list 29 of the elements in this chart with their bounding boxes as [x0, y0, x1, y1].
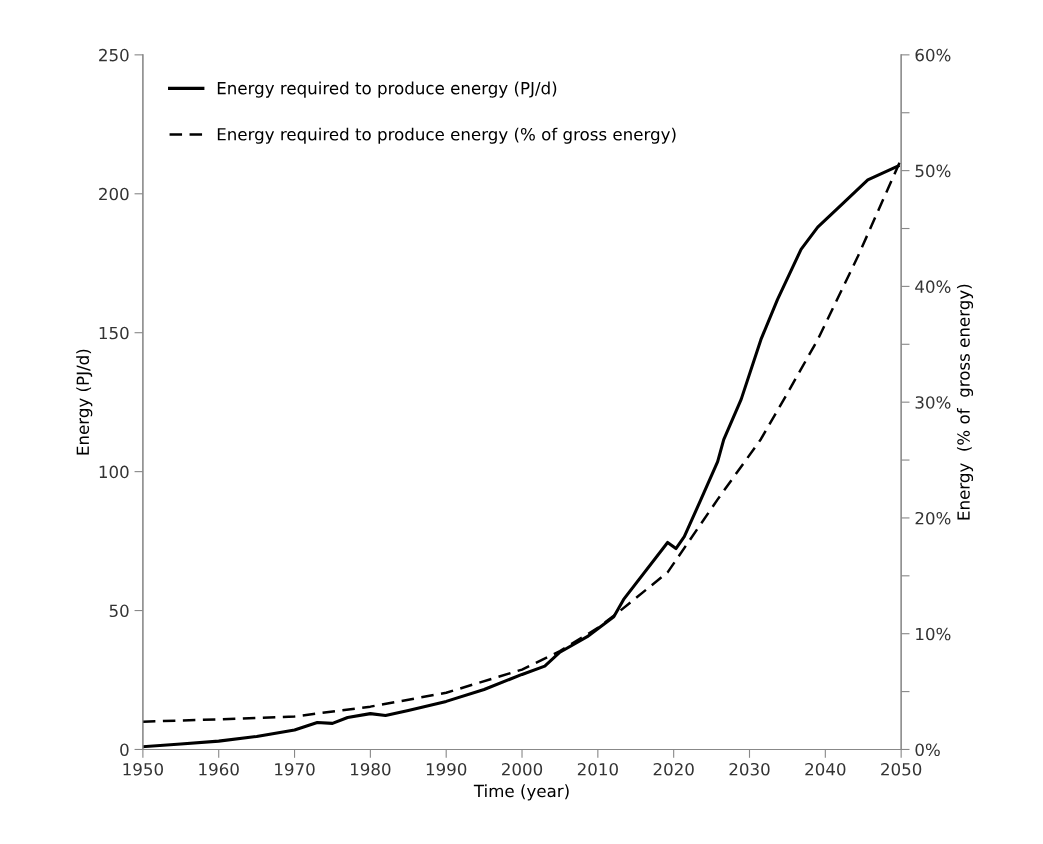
legend-label: Energy required to produce energy (% of gross energy): [217, 127, 676, 144]
y2-tick-label: 10%: [916, 627, 951, 641]
y-tick-label: 0: [120, 743, 129, 757]
x-tick-label: 2030: [729, 762, 770, 776]
y2-tick-label: 20%: [915, 511, 951, 525]
x-tick-label: 1950: [123, 762, 163, 776]
x-tick-label: 1980: [350, 762, 391, 776]
x-tick-label: 2000: [502, 762, 543, 776]
y2-tick-label: 40%: [915, 280, 951, 293]
legend-label: Energy required to produce energy (PJ/d): [217, 81, 557, 98]
x-tick-label: 1970: [275, 762, 315, 776]
x-tick-label: 2020: [653, 762, 694, 776]
y-tick-label: 250: [99, 48, 129, 62]
x-tick-label: 2010: [577, 762, 618, 776]
y-tick-label: 150: [99, 326, 129, 340]
x-tick-label: 2050: [881, 762, 922, 776]
x-tick-label: 1960: [199, 762, 239, 776]
x-tick-label: 2040: [805, 762, 846, 776]
y2-tick-label: 50%: [915, 164, 951, 178]
y-tick-label: 50: [109, 604, 129, 618]
y2-axis-title: Energy (% of gross energy): [956, 284, 974, 520]
x-axis-title: Time (year): [473, 784, 569, 801]
y2-tick-label: 30%: [915, 396, 951, 409]
y2-tick-label: 60%: [915, 48, 951, 62]
y-axis-title: Energy (PJ/d): [76, 349, 93, 455]
y-tick-label: 100: [99, 465, 129, 479]
y2-tick-label: 0%: [915, 743, 940, 757]
y-tick-label: 200: [99, 187, 129, 201]
x-tick-label: 1990: [426, 762, 467, 776]
